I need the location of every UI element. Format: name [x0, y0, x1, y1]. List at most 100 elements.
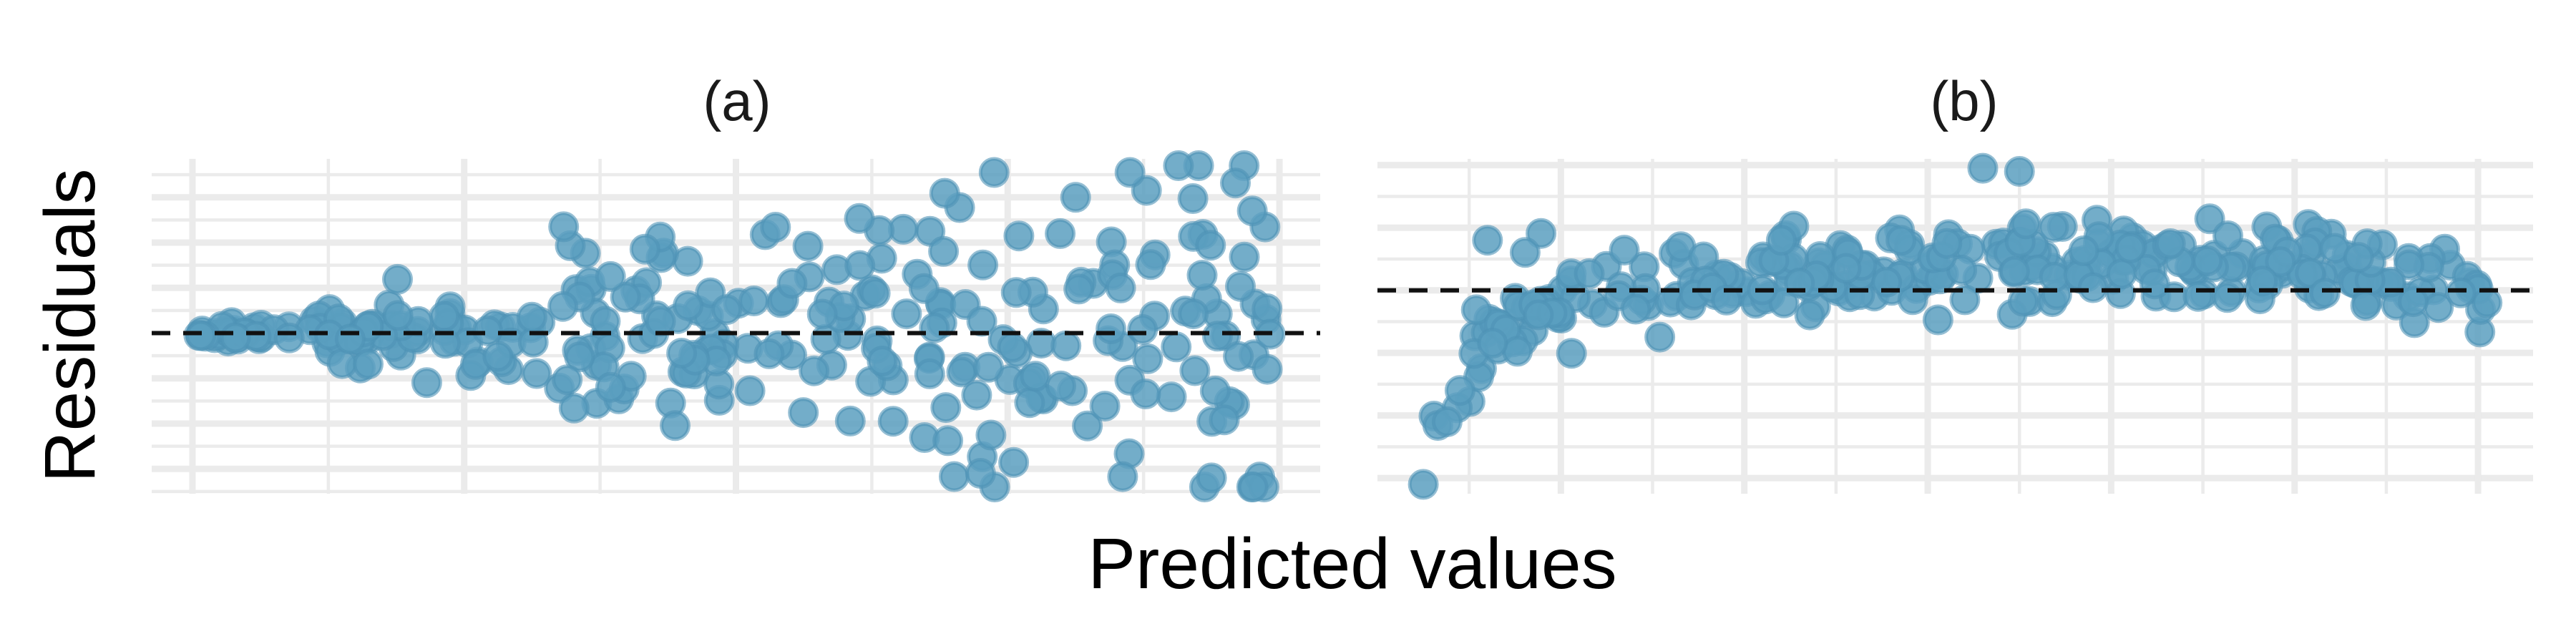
data-point — [2139, 268, 2170, 300]
data-point — [595, 260, 626, 292]
data-point — [2155, 228, 2186, 259]
data-point — [1229, 241, 1260, 273]
data-point — [2182, 280, 2214, 312]
panel-a-points — [183, 150, 1286, 502]
data-point — [1020, 361, 1051, 392]
data-point — [2212, 282, 2243, 313]
data-point — [1220, 167, 1251, 199]
data-point — [961, 379, 992, 411]
data-point — [1014, 387, 1045, 419]
data-point — [1195, 230, 1226, 261]
data-point — [482, 341, 514, 372]
data-point — [564, 341, 595, 373]
data-point — [975, 419, 1007, 451]
data-point — [382, 263, 413, 295]
x-axis-title: Predicted values — [1088, 524, 1616, 604]
data-point — [547, 291, 579, 322]
data-point — [844, 203, 875, 234]
data-point — [1949, 284, 1981, 316]
data-point — [220, 322, 251, 353]
data-point — [834, 405, 866, 436]
data-point — [2212, 220, 2243, 251]
data-point — [1050, 330, 1082, 361]
data-point — [472, 315, 503, 346]
data-point — [1922, 304, 1953, 336]
panel-b: (b) — [1377, 69, 2533, 500]
data-point — [738, 286, 770, 316]
data-point — [1114, 157, 1146, 188]
data-point — [666, 338, 698, 369]
panel-a: (a) — [152, 69, 1320, 502]
data-point — [929, 177, 960, 209]
data-point — [711, 294, 743, 326]
data-point — [673, 290, 704, 321]
data-point — [660, 410, 691, 441]
data-point — [353, 348, 384, 380]
data-point — [1209, 404, 1240, 436]
data-point — [2350, 290, 2381, 321]
data-point — [1885, 225, 1917, 256]
data-point — [2004, 156, 2035, 187]
data-point — [1089, 391, 1121, 422]
data-point — [2265, 246, 2296, 278]
data-point — [930, 392, 962, 424]
data-point — [1000, 277, 1032, 308]
data-point — [2295, 258, 2326, 289]
data-point — [2472, 287, 2503, 318]
data-point — [1768, 287, 1800, 318]
data-point — [1509, 237, 1541, 268]
data-point — [1156, 381, 1187, 413]
data-point — [1999, 255, 2030, 287]
data-point — [1794, 299, 1825, 331]
data-point — [610, 281, 641, 313]
data-point — [1967, 152, 1999, 184]
panel-a-title: (a) — [703, 69, 771, 132]
data-point — [1460, 294, 1492, 326]
data-point — [919, 312, 950, 343]
data-point — [2038, 212, 2069, 243]
data-point — [1107, 461, 1138, 492]
data-point — [1179, 355, 1211, 386]
data-point — [548, 211, 580, 243]
data-point — [1620, 293, 1652, 325]
data-point — [629, 233, 660, 265]
data-point — [1644, 321, 1676, 353]
data-point — [1472, 225, 1503, 256]
data-point — [1163, 150, 1194, 181]
data-point — [1765, 225, 1797, 256]
data-point — [788, 397, 819, 429]
data-point — [2077, 272, 2109, 303]
y-axis-title: Residuals — [30, 168, 110, 482]
data-point — [877, 406, 909, 437]
data-point — [1784, 268, 1815, 298]
data-point — [185, 320, 217, 351]
data-point — [429, 328, 461, 359]
data-point — [2106, 258, 2137, 290]
data-point — [1237, 472, 1269, 502]
data-point — [1897, 284, 1928, 316]
data-point — [932, 425, 964, 457]
data-point — [411, 367, 442, 399]
data-point — [1135, 249, 1166, 280]
data-point — [1236, 195, 1268, 227]
data-point — [1199, 375, 1231, 406]
data-point — [1711, 284, 1742, 316]
data-point — [776, 268, 808, 299]
data-point — [2192, 245, 2223, 276]
data-point — [273, 322, 305, 353]
data-point — [997, 331, 1028, 363]
data-point — [1574, 258, 1605, 289]
data-point — [2114, 233, 2146, 263]
data-point — [1201, 321, 1233, 352]
data-point — [382, 300, 414, 331]
data-point — [595, 371, 626, 403]
data-point — [1252, 353, 1283, 385]
data-point — [978, 157, 1010, 188]
data-point — [1196, 462, 1227, 494]
data-point — [965, 458, 996, 489]
data-point — [1444, 375, 1475, 406]
data-point — [806, 298, 838, 330]
data-point — [908, 273, 940, 304]
data-point — [1060, 182, 1091, 213]
